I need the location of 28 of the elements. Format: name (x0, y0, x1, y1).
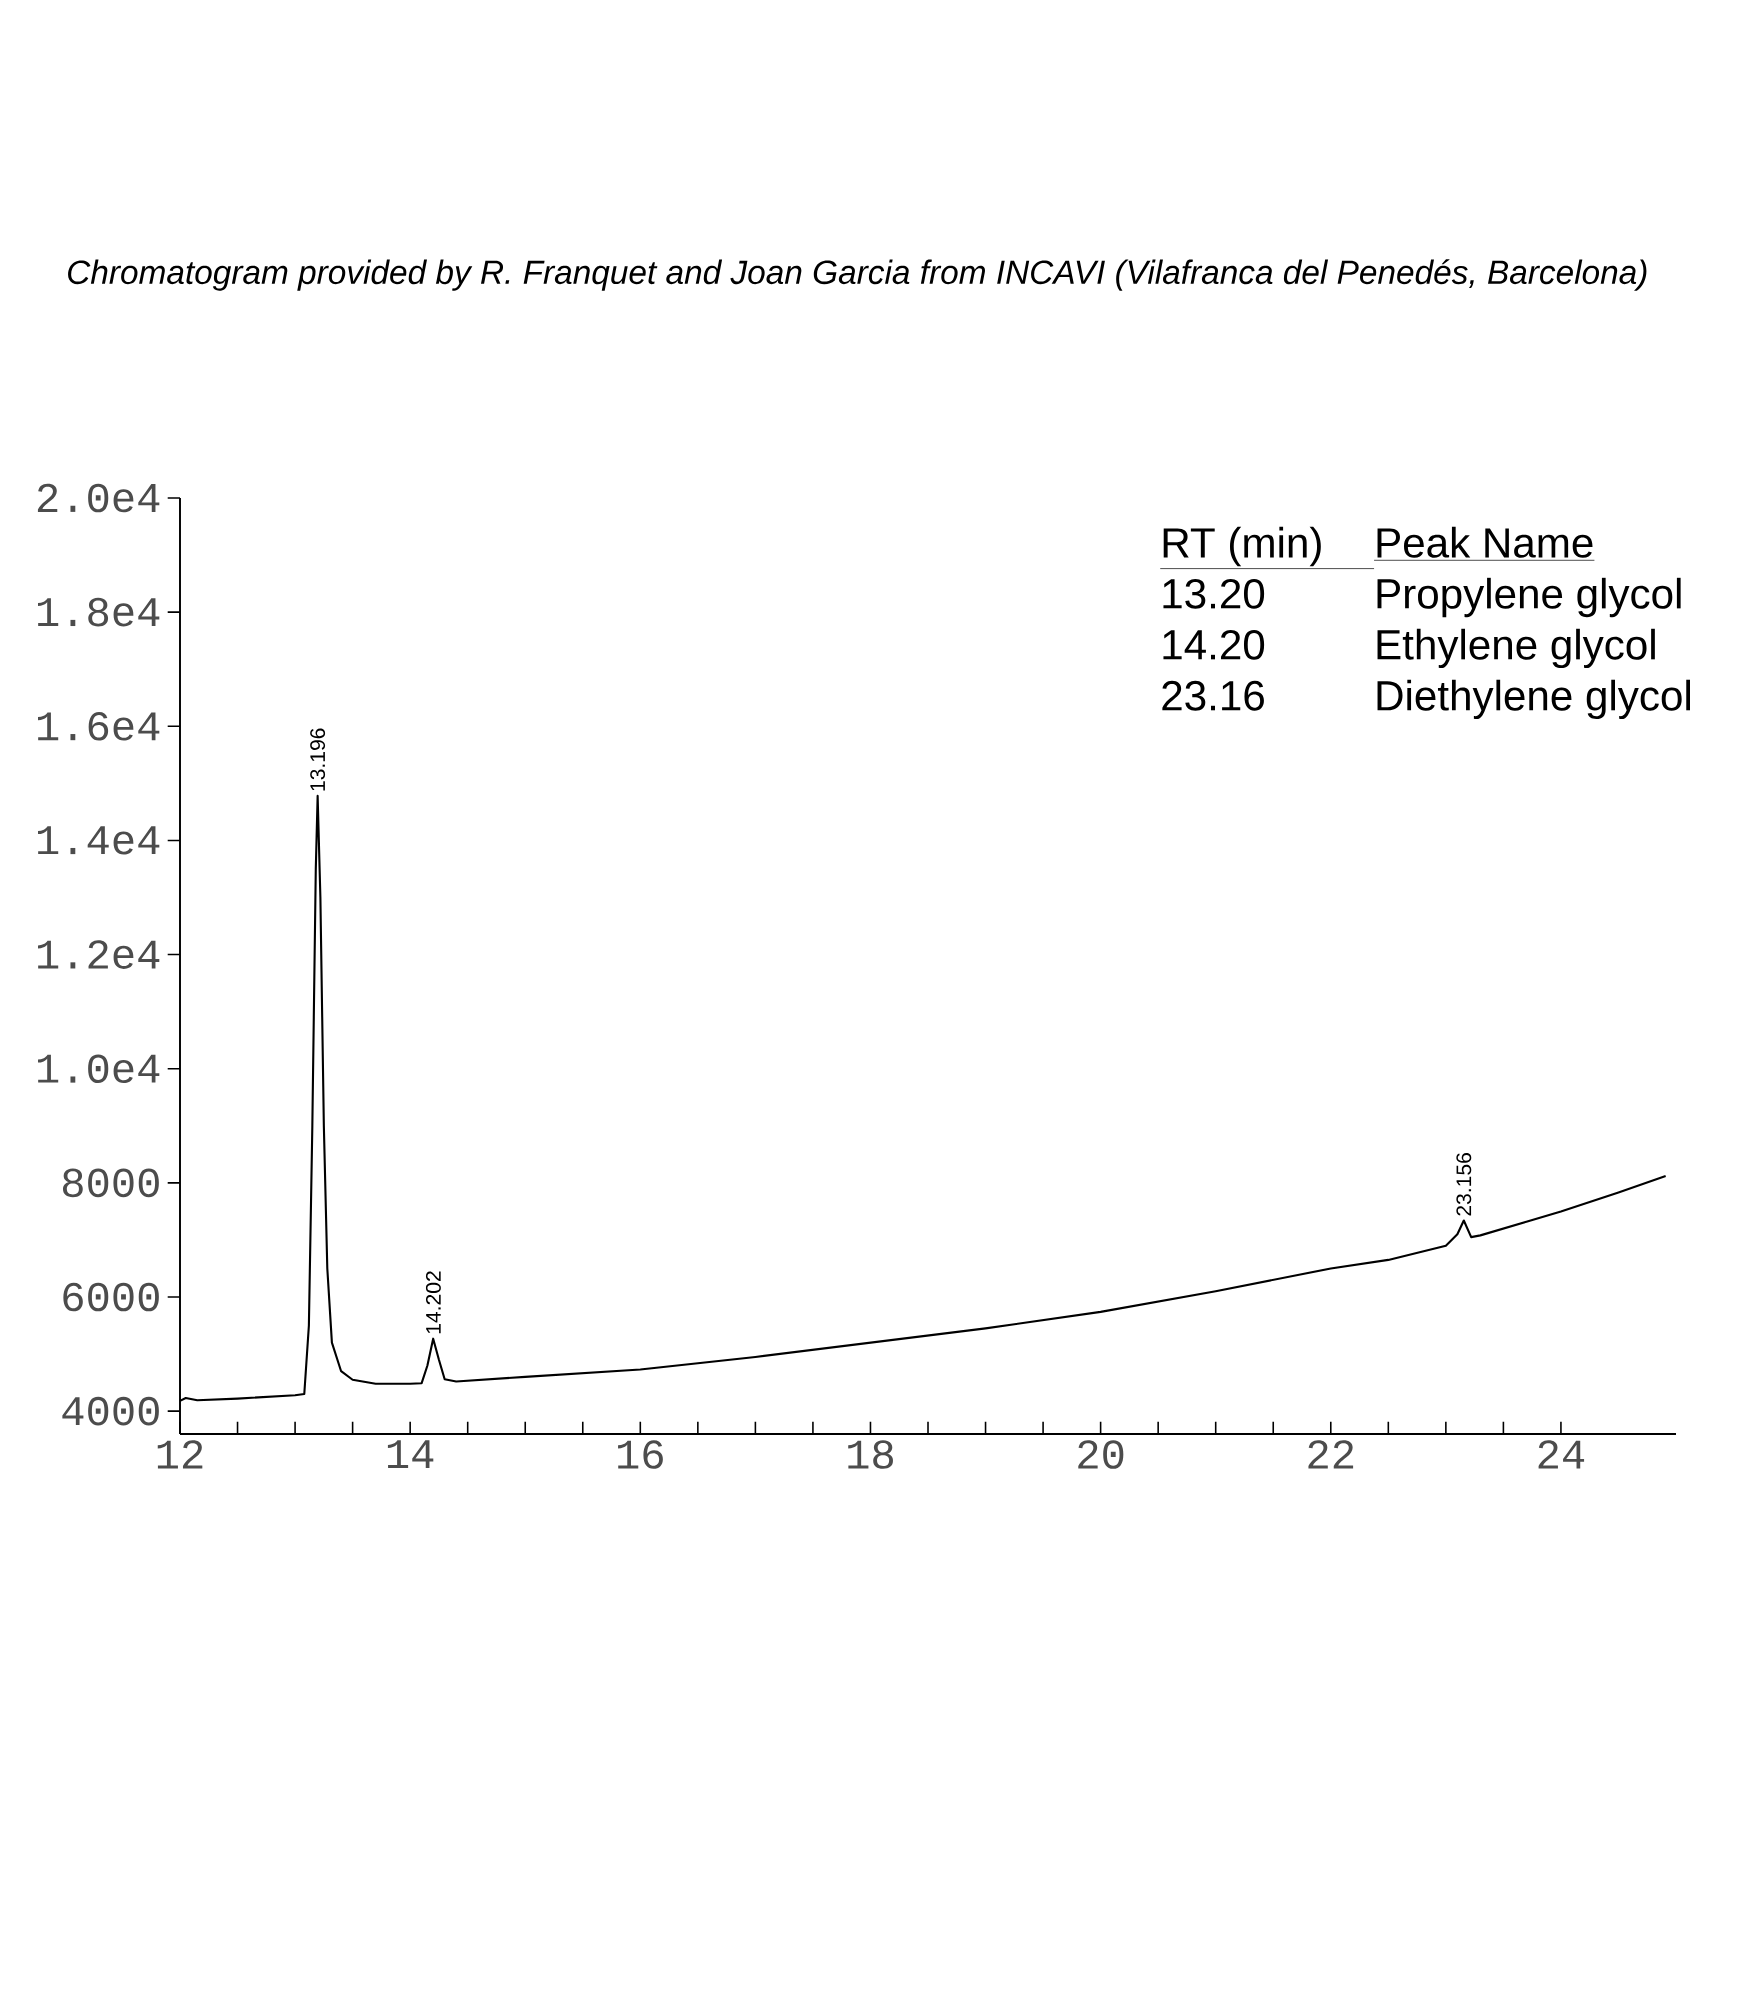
annotation: Diethylene glycol (1377, 679, 1690, 720)
y-tick-label: 2.0e4 (37, 483, 160, 513)
y-tick-label: 1.0e4 (38, 1054, 160, 1084)
annotation: Propylene glycol (1377, 577, 1681, 618)
x-tick-label: 14 (387, 1440, 434, 1468)
y-tick-label: 4000 (62, 1396, 159, 1426)
y-tick-label: 1.8e4 (38, 597, 160, 627)
x-tick-label: 22 (1308, 1440, 1354, 1469)
x-tick-label: 12 (157, 1440, 203, 1469)
annotation: RT (min) (1163, 526, 1321, 567)
x-tick-label: 18 (848, 1440, 893, 1469)
y-tick-label: 1.6e4 (38, 711, 160, 741)
annotation: Peak Name (1377, 526, 1593, 558)
x-tick-label: 20 (1078, 1440, 1124, 1469)
annotation: 13.196 (310, 728, 326, 791)
annotation: 14.202 (425, 1271, 441, 1334)
annotation: 23.156 (1456, 1153, 1472, 1216)
y-tick-label: 1.2e4 (38, 940, 160, 969)
annotation: 13.20 (1163, 578, 1265, 609)
chart-title: Chromatogram provided by R. Franquet and Joan Garcia from INCAVI (Vilafranca del Penedés, Barcelona) (68, 259, 1647, 291)
y-tick-label: 6000 (63, 1282, 159, 1312)
y-tick-label: 8000 (62, 1168, 159, 1198)
x-tick-label: 16 (618, 1440, 663, 1469)
y-tick-label: 1.4e4 (38, 826, 160, 855)
x-tick-label: 24 (1538, 1440, 1585, 1469)
annotation: 14.20 (1163, 629, 1265, 660)
annotation: Ethylene glycol (1377, 628, 1655, 669)
annotation: 23.16 (1162, 680, 1264, 711)
